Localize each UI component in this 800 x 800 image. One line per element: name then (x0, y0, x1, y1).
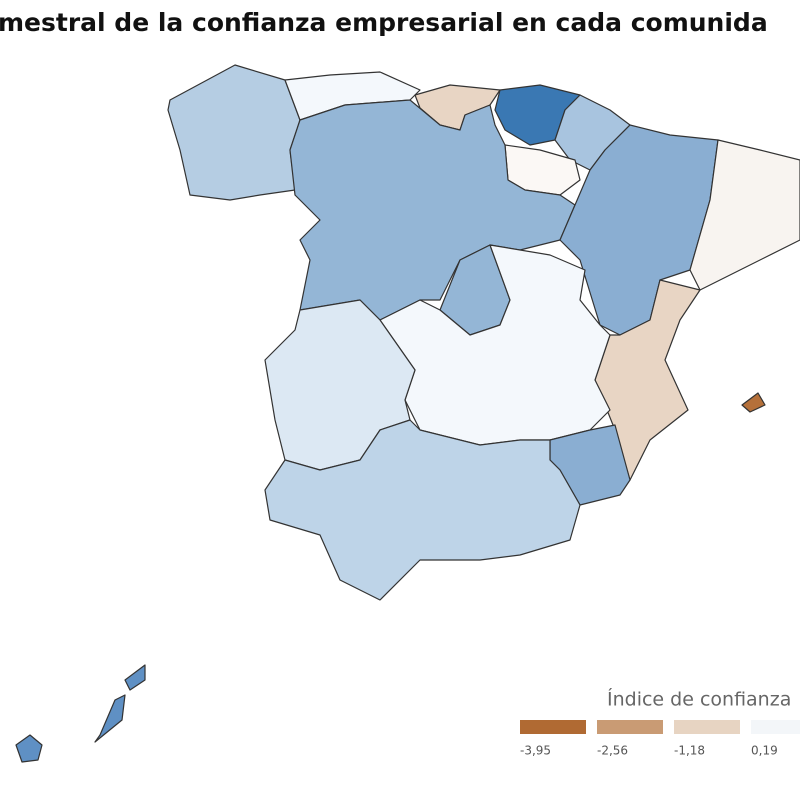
region (94, 694, 126, 743)
region (741, 392, 766, 413)
region (124, 664, 146, 691)
legend-label: -1,18 (674, 744, 705, 758)
region (264, 419, 581, 601)
region (289, 99, 576, 321)
legend-swatch (674, 720, 740, 734)
legend: -3,95 -2,56 -1,18 0,19 (520, 720, 800, 758)
regions (15, 64, 800, 763)
region (689, 139, 800, 291)
region (167, 64, 301, 201)
legend-swatch (751, 720, 800, 734)
region (15, 734, 43, 763)
legend-title: Índice de confianza (607, 688, 791, 711)
legend-swatch (597, 720, 663, 734)
legend-label: -3,95 (520, 744, 551, 758)
legend-swatch (520, 720, 586, 734)
legend-label: 0,19 (751, 744, 778, 758)
map-title: mestral de la confianza empresarial en c… (0, 8, 768, 37)
legend-label: -2,56 (597, 744, 628, 758)
